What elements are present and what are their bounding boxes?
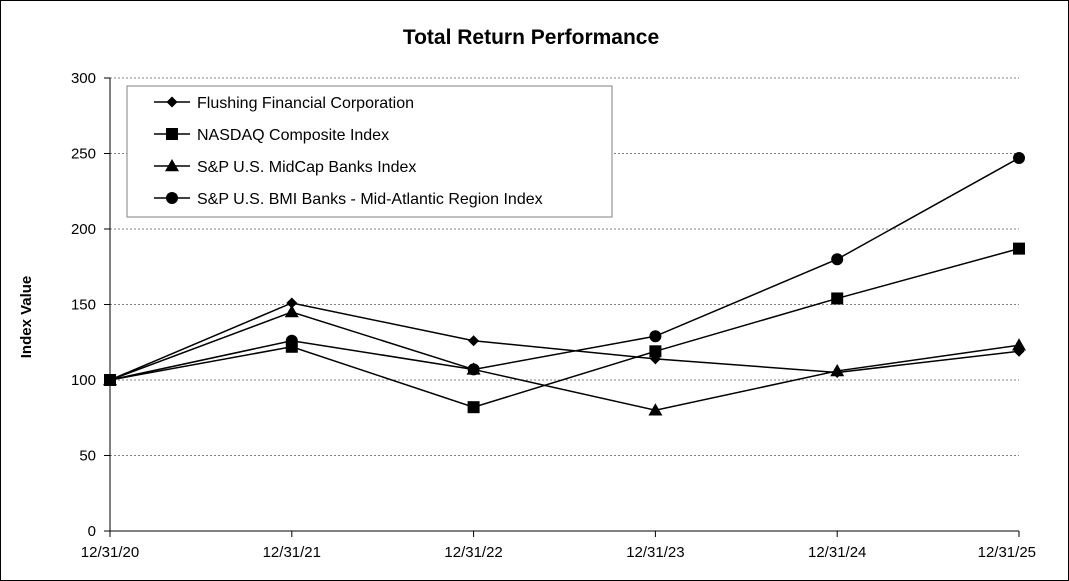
y-tick-label: 250 — [71, 146, 96, 163]
gridlines — [110, 77, 1019, 456]
legend: Flushing Financial Corporation NASDAQ Com… — [126, 85, 613, 218]
axes: 0 50 100 150 200 250 300 12/31/20 12/31/21 12/31/… — [71, 70, 1036, 561]
legend-marker — [165, 159, 179, 172]
data-point — [467, 401, 480, 414]
series-line — [109, 311, 1020, 411]
data-point — [468, 335, 480, 347]
y-tick-label: 100 — [71, 372, 96, 389]
x-tick-label: 12/31/20 — [81, 544, 139, 561]
data-point — [1013, 152, 1025, 165]
data-point — [285, 334, 298, 347]
y-tick-label: 200 — [71, 221, 96, 238]
data-point — [1012, 338, 1026, 351]
data-point — [831, 292, 844, 305]
x-tick-label: 12/31/22 — [444, 544, 502, 561]
legend-marker — [166, 192, 178, 204]
series-lines — [103, 152, 1026, 416]
series-line — [109, 302, 1020, 381]
legend-item: NASDAQ Composite Index — [154, 127, 389, 144]
data-point — [284, 305, 299, 318]
data-point — [1013, 242, 1025, 255]
legend-item: S&P U.S. MidCap Banks Index — [154, 159, 416, 176]
legend-marker — [166, 128, 178, 140]
legend-label: S&P U.S. BMI Banks - Mid-Atlantic Region… — [197, 191, 543, 208]
legend-label: NASDAQ Composite Index — [197, 127, 389, 144]
series-line — [109, 157, 1020, 381]
x-tick-label: 12/31/25 — [978, 544, 1036, 561]
legend-label: S&P U.S. MidCap Banks Index — [197, 159, 416, 176]
y-tick-label: 300 — [71, 70, 96, 87]
legend-label: Flushing Financial Corporation — [197, 95, 414, 112]
x-tick-label: 12/31/23 — [626, 544, 684, 561]
data-point — [649, 330, 662, 343]
x-tick-label: 12/31/24 — [808, 544, 866, 561]
chart-title: Total Return Performance — [403, 26, 659, 49]
data-point — [104, 374, 116, 386]
data-point — [648, 403, 663, 416]
y-tick-label: 150 — [71, 297, 96, 314]
data-point — [467, 363, 480, 376]
legend-item: Flushing Financial Corporation — [154, 95, 414, 112]
legend-item: S&P U.S. BMI Banks - Mid-Atlantic Region… — [154, 191, 543, 208]
legend-marker — [166, 96, 178, 108]
y-tick-label: 50 — [79, 448, 96, 465]
data-point — [286, 297, 298, 309]
legend-box — [126, 85, 613, 218]
y-tick-label: 0 — [88, 523, 96, 540]
data-point — [831, 253, 844, 266]
series-4 — [104, 152, 1025, 386]
data-point — [830, 363, 845, 377]
y-axis-label: Index Value — [18, 276, 35, 359]
data-point — [649, 345, 662, 358]
series-line — [109, 247, 1020, 408]
x-tick-label: 12/31/21 — [263, 544, 321, 561]
